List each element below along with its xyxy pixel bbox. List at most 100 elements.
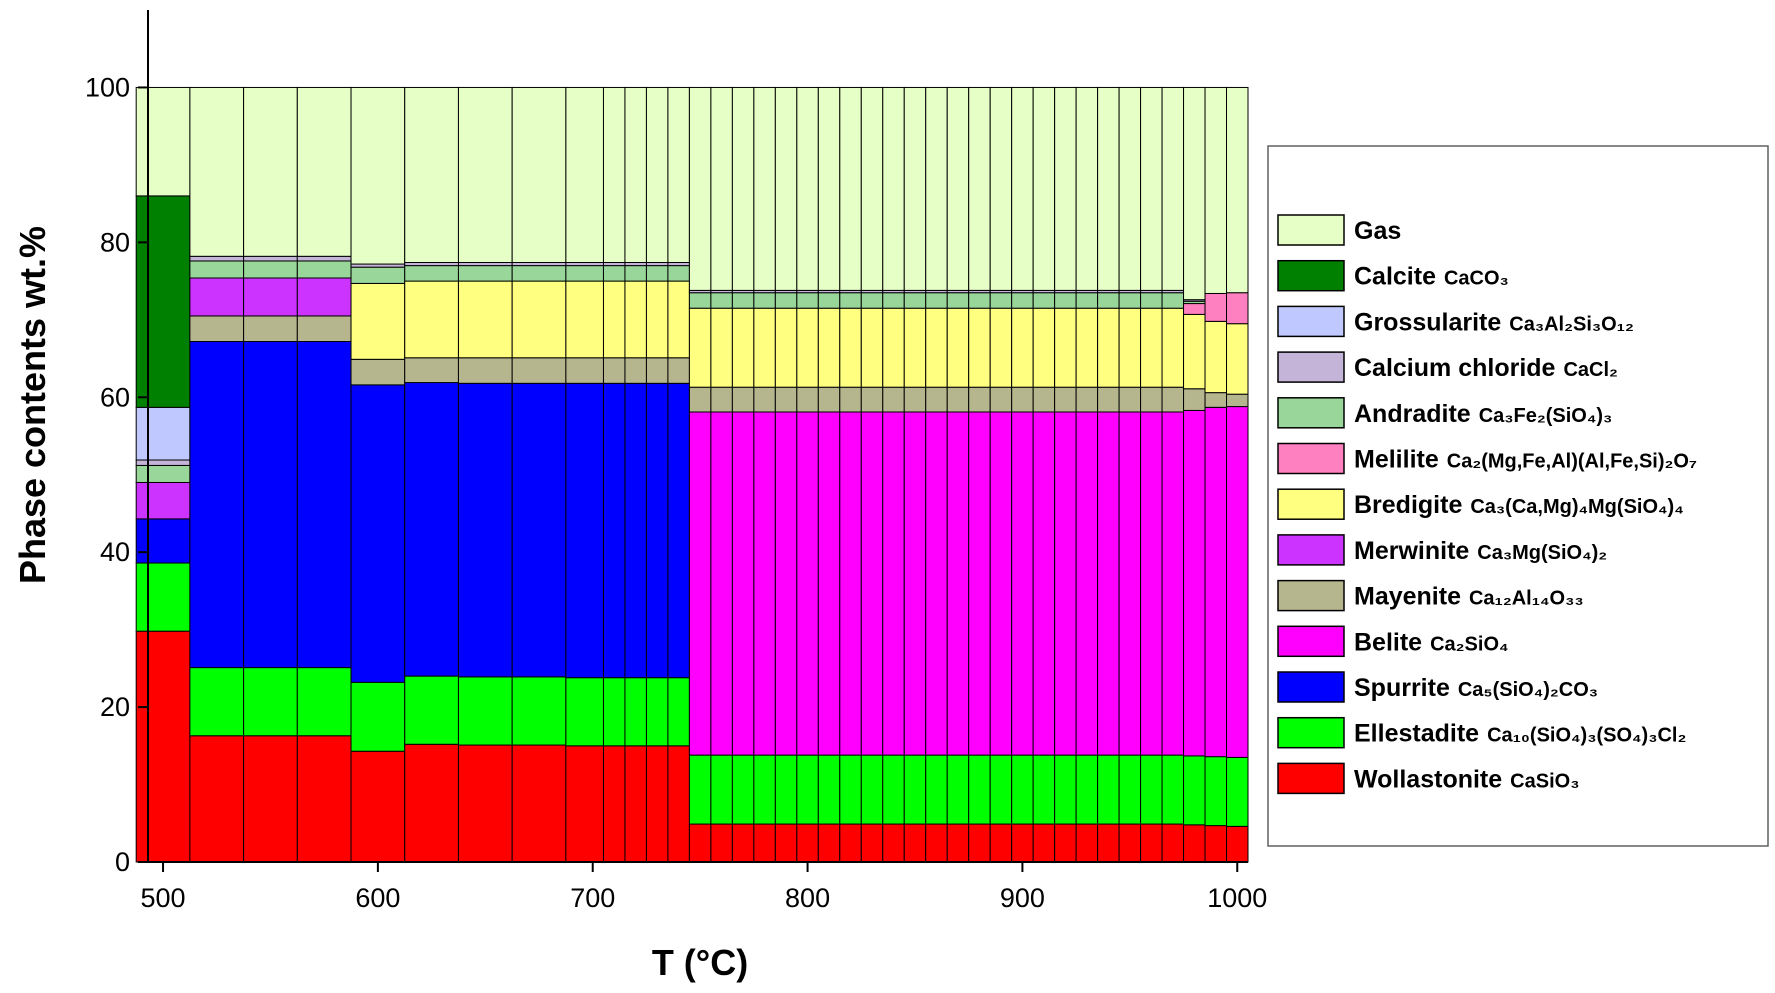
bar-bredigite-840 <box>882 307 905 388</box>
bar-mayenite-760 <box>710 386 733 413</box>
bar-gas-950 <box>1118 86 1142 291</box>
legend-frame <box>1267 145 1769 847</box>
bar-mayenite-810 <box>817 386 841 413</box>
bar-ellestadite-550 <box>243 667 298 737</box>
bar-gas-750 <box>688 86 712 291</box>
bar-stack-900 <box>1011 86 1034 863</box>
bar-ellestadite-760 <box>710 754 733 825</box>
bar-ellestadite-830 <box>860 754 884 825</box>
bar-andradite-900 <box>1011 292 1034 309</box>
legend-formula: Ca₅(SiO₄)₂CO₃ <box>1458 679 1598 701</box>
bar-bredigite-820 <box>839 307 862 388</box>
y-tick-label: 80 <box>100 227 130 257</box>
legend-swatch <box>1277 534 1345 566</box>
bar-ellestadite-880 <box>968 754 991 825</box>
bar-belite-930 <box>1075 411 1099 756</box>
bar-belite-850 <box>903 411 927 756</box>
bar-ellestadite-920 <box>1054 754 1077 825</box>
y-tick-label: 100 <box>85 72 130 102</box>
bar-bredigite-810 <box>817 307 841 388</box>
bar-calcium-chloride-575 <box>296 255 352 262</box>
bar-spurrite-675 <box>511 382 567 678</box>
legend-swatch <box>1277 351 1345 383</box>
bar-mayenite-700 <box>565 357 604 384</box>
bar-gas-790 <box>774 86 798 291</box>
legend-entry-mayenite: Mayenite Ca₁₂Al₁₄O₃₃ <box>1277 579 1584 612</box>
bar-stack-650 <box>457 86 513 863</box>
bar-spurrite-575 <box>296 341 352 669</box>
bar-ellestadite-870 <box>946 754 970 825</box>
bar-ellestadite-625 <box>404 675 459 745</box>
legend-swatch <box>1277 671 1345 703</box>
legend-formula: Ca₃Mg(SiO₄)₂ <box>1477 542 1607 564</box>
bar-belite-770 <box>731 411 755 756</box>
bar-wollastonite-920 <box>1054 823 1077 863</box>
bar-belite-870 <box>946 411 970 756</box>
bar-gas-900 <box>1011 86 1034 291</box>
y-tick-label: 0 <box>115 847 130 877</box>
bar-wollastonite-820 <box>839 823 862 863</box>
legend-label: Merwinite Ca₃Mg(SiO₄)₂ <box>1354 537 1607 565</box>
bar-bredigite-920 <box>1054 307 1077 388</box>
bar-wollastonite-650 <box>457 744 513 863</box>
bar-gas-910 <box>1032 86 1056 291</box>
bar-stack-740 <box>667 86 690 863</box>
bar-andradite-740 <box>667 265 690 282</box>
bar-stack-720 <box>624 86 647 863</box>
bar-stack-700 <box>565 86 604 863</box>
bar-ellestadite-675 <box>511 676 567 746</box>
bar-mayenite-930 <box>1075 386 1099 413</box>
bar-wollastonite-750 <box>688 823 712 863</box>
bar-grossularite-500 <box>135 406 191 461</box>
bar-bredigite-625 <box>404 280 459 359</box>
bar-ellestadite-600 <box>350 681 406 752</box>
bar-mayenite-525 <box>189 315 245 343</box>
bar-andradite-830 <box>860 292 884 309</box>
bar-gas-860 <box>925 86 948 291</box>
bar-bredigite-790 <box>774 307 798 388</box>
bar-bredigite-675 <box>511 280 567 359</box>
bar-mayenite-950 <box>1118 386 1142 413</box>
bar-mayenite-920 <box>1054 386 1077 413</box>
bar-ellestadite-650 <box>457 676 513 746</box>
bar-stack-960 <box>1140 86 1163 863</box>
axes: 500 600 700 800 900 1000 0 20 40 60 80 100 <box>85 10 1267 913</box>
bar-stack-830 <box>860 86 884 863</box>
bar-wollastonite-800 <box>796 823 819 863</box>
bar-mayenite-860 <box>925 386 948 413</box>
bar-stack-870 <box>946 86 970 863</box>
bar-gas-820 <box>839 86 862 291</box>
bar-gas-720 <box>624 86 647 264</box>
bar-gas-740 <box>667 86 690 264</box>
bar-melilite-1000 <box>1226 292 1249 325</box>
bar-wollastonite-550 <box>243 735 298 863</box>
bar-stack-930 <box>1075 86 1099 863</box>
bar-ellestadite-770 <box>731 754 755 825</box>
bar-stack-800 <box>796 86 819 863</box>
x-axis-ticks: 500 600 700 800 900 1000 <box>141 862 1267 913</box>
bar-gas-730 <box>645 86 669 264</box>
bar-andradite-750 <box>688 292 712 309</box>
bar-ellestadite-800 <box>796 754 819 825</box>
bar-wollastonite-780 <box>753 823 776 863</box>
x-tick-label: 800 <box>785 883 830 913</box>
bar-ellestadite-790 <box>774 754 798 825</box>
bar-ellestadite-820 <box>839 754 862 825</box>
bar-mayenite-820 <box>839 386 862 413</box>
bar-mayenite-940 <box>1097 386 1120 413</box>
bar-mayenite-970 <box>1161 386 1185 413</box>
bar-stack-500 <box>135 86 191 863</box>
bar-wollastonite-700 <box>565 745 604 863</box>
bar-melilite-980 <box>1183 303 1206 315</box>
bar-stack-860 <box>925 86 948 863</box>
x-tick-label: 700 <box>570 883 615 913</box>
bar-wollastonite-675 <box>511 744 567 863</box>
bar-wollastonite-840 <box>882 823 905 863</box>
bar-belite-890 <box>989 411 1013 756</box>
bar-gas-650 <box>457 86 513 264</box>
bar-spurrite-525 <box>189 341 245 669</box>
bar-bredigite-910 <box>1032 307 1056 388</box>
bar-andradite-500 <box>135 464 191 483</box>
